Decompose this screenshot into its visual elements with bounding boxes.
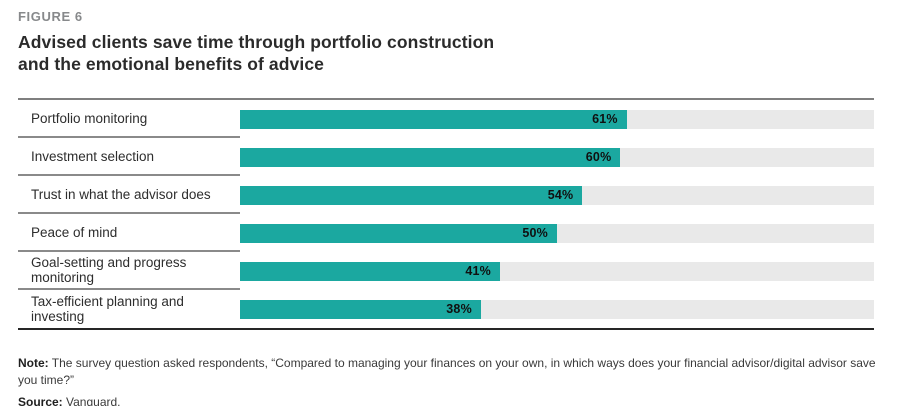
- chart-title-line2: and the emotional benefits of advice: [18, 54, 325, 74]
- bar-label: Goal-setting and progress monitoring: [18, 252, 240, 290]
- chart-row: Peace of mind 50%: [18, 214, 874, 252]
- bar-value-label: 60%: [585, 150, 612, 164]
- figure-label: FIGURE 6: [18, 9, 83, 24]
- bar-track: 38%: [240, 299, 874, 319]
- bar-chart: Portfolio monitoring 61% Investment select…: [18, 98, 874, 330]
- source-body: Vanguard.: [62, 395, 121, 406]
- bar-track: 50%: [240, 223, 874, 243]
- chart-row: Trust in what the advisor does 54%: [18, 176, 874, 214]
- chart-row: Goal-setting and progress monitoring 41%: [18, 252, 874, 290]
- chart-title: Advised clients save time through portfo…: [18, 31, 890, 75]
- chart-row: Investment selection 60%: [18, 138, 874, 176]
- bar-value-label: 50%: [522, 226, 548, 240]
- bar-track: 60%: [240, 147, 874, 167]
- bar-label: Investment selection: [18, 138, 240, 176]
- note-label: Note:: [18, 356, 49, 370]
- chart-title-line1: Advised clients save time through portfo…: [18, 32, 495, 52]
- source-text: Source: Vanguard.: [18, 394, 886, 406]
- bar-value-label: 61%: [592, 112, 618, 126]
- bar-label: Portfolio monitoring: [18, 100, 240, 138]
- bar-value-label: 41%: [465, 264, 491, 278]
- chart-rows: Portfolio monitoring 61% Investment select…: [18, 100, 874, 328]
- bar-label: Peace of mind: [18, 214, 240, 252]
- bar-fill: 60%: [240, 147, 621, 167]
- bar-value-label: 54%: [547, 188, 574, 202]
- bar-fill: 54%: [240, 185, 583, 205]
- chart-row: Portfolio monitoring 61%: [18, 100, 874, 138]
- note-text: Note: The survey question asked responde…: [18, 355, 886, 388]
- bar-label: Tax-efficient planning and investing: [31, 294, 184, 324]
- note-body: The survey question asked respondents, “…: [18, 356, 876, 387]
- bar-track: 54%: [240, 185, 874, 205]
- chart-footer: Note: The survey question asked responde…: [18, 355, 886, 406]
- bar-value-label: 38%: [446, 302, 472, 316]
- bar-fill: 61%: [240, 109, 627, 129]
- chart-row: Tax-efficient planning and investing 38%: [18, 290, 874, 328]
- bar-track: 41%: [240, 261, 874, 281]
- bar-track: 61%: [240, 109, 874, 129]
- bar-fill: 38%: [240, 299, 481, 319]
- bar-fill: 50%: [240, 223, 557, 243]
- source-label: Source:: [18, 395, 63, 406]
- bar-label: Trust in what the advisor does: [18, 176, 240, 214]
- bar-fill: 41%: [240, 261, 500, 281]
